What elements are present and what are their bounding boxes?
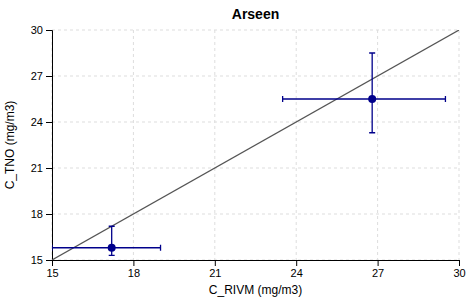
- reference-line: [52, 30, 459, 260]
- grid-line-x: [214, 30, 215, 260]
- x-axis-tick-label: 30: [453, 267, 465, 279]
- y-axis-tick-mark: [46, 30, 52, 31]
- y-axis-tick: 18: [31, 208, 52, 220]
- y-axis-line: [46, 31, 53, 261]
- y-axis-tick-label: 27: [31, 70, 43, 82]
- grid-line-y: [52, 168, 459, 169]
- x-axis-tick: 30: [453, 260, 465, 279]
- y-axis-tick-mark: [46, 122, 52, 123]
- title: Arseen: [232, 6, 279, 22]
- x-axis-tick-mark: [215, 260, 216, 266]
- y-error-bar: [369, 53, 375, 133]
- x-axis-tick-mark: [378, 260, 379, 266]
- y-axis-tick: 15: [31, 254, 52, 266]
- x-axis-tick: 21: [209, 260, 221, 279]
- x-axis-tick-mark: [133, 260, 134, 266]
- y-axis-title: C_TNO (mg/m3): [3, 101, 17, 190]
- y-axis-tick: 21: [31, 162, 52, 174]
- y-axis-tick-label: 18: [31, 208, 43, 220]
- x-axis-tick: 15: [46, 260, 58, 279]
- grid: [52, 30, 459, 260]
- x-axis-tick: 27: [372, 260, 384, 279]
- y-axis-tick-mark: [46, 76, 52, 77]
- y-axis: 15 18 21 24 27 30: [31, 24, 53, 266]
- grid-line-x: [296, 30, 297, 260]
- point: [368, 95, 376, 103]
- grid-line-y: [52, 30, 459, 31]
- y-axis-tick-mark: [46, 260, 52, 261]
- x-axis-tick-mark: [459, 260, 460, 266]
- grid-line-x: [459, 30, 460, 260]
- x-axis: 15 18 21 24 27 30: [46, 260, 465, 279]
- grid-line-x: [377, 30, 378, 260]
- y-axis-tick: 24: [31, 116, 52, 128]
- y-axis-tick-mark: [46, 214, 52, 215]
- point: [108, 244, 116, 252]
- grid-line-y: [52, 214, 459, 215]
- x-axis-tick-label: 18: [128, 267, 140, 279]
- x-axis-tick-mark: [296, 260, 297, 266]
- y-axis-tick-label: 24: [31, 116, 43, 128]
- y-axis-tick-label: 30: [31, 24, 43, 36]
- x-axis-tick-label: 24: [291, 267, 303, 279]
- marks: [52, 30, 459, 260]
- x-axis-tick-label: 27: [372, 267, 384, 279]
- grid-line-y: [52, 122, 459, 123]
- x-axis-tick-label: 15: [46, 267, 58, 279]
- y-axis-tick: 27: [31, 70, 52, 82]
- grid-line-y: [52, 76, 459, 77]
- x-axis-tick: 24: [291, 260, 303, 279]
- x-axis-title: C_RIVM (mg/m3): [209, 283, 302, 297]
- grid-line-x: [133, 30, 134, 260]
- x-error-bar: [283, 96, 446, 102]
- y-error-bar: [109, 226, 115, 255]
- x-axis-line: [53, 261, 460, 267]
- y-axis-tick: 30: [31, 24, 52, 36]
- y-axis-tick-label: 21: [31, 162, 43, 174]
- y-axis-tick-mark: [46, 168, 52, 169]
- x-axis-tick-label: 21: [209, 267, 221, 279]
- plot: 15 18 21 24 27 30 15 18 21 24 27 30: [31, 24, 466, 279]
- chart: 15 18 21 24 27 30 15 18 21 24 27 30 Arseen C_RIVM (mg…: [0, 0, 475, 302]
- x-error-bar: [52, 245, 161, 251]
- y-axis-tick-label: 15: [31, 254, 43, 266]
- x-axis-tick: 18: [128, 260, 140, 279]
